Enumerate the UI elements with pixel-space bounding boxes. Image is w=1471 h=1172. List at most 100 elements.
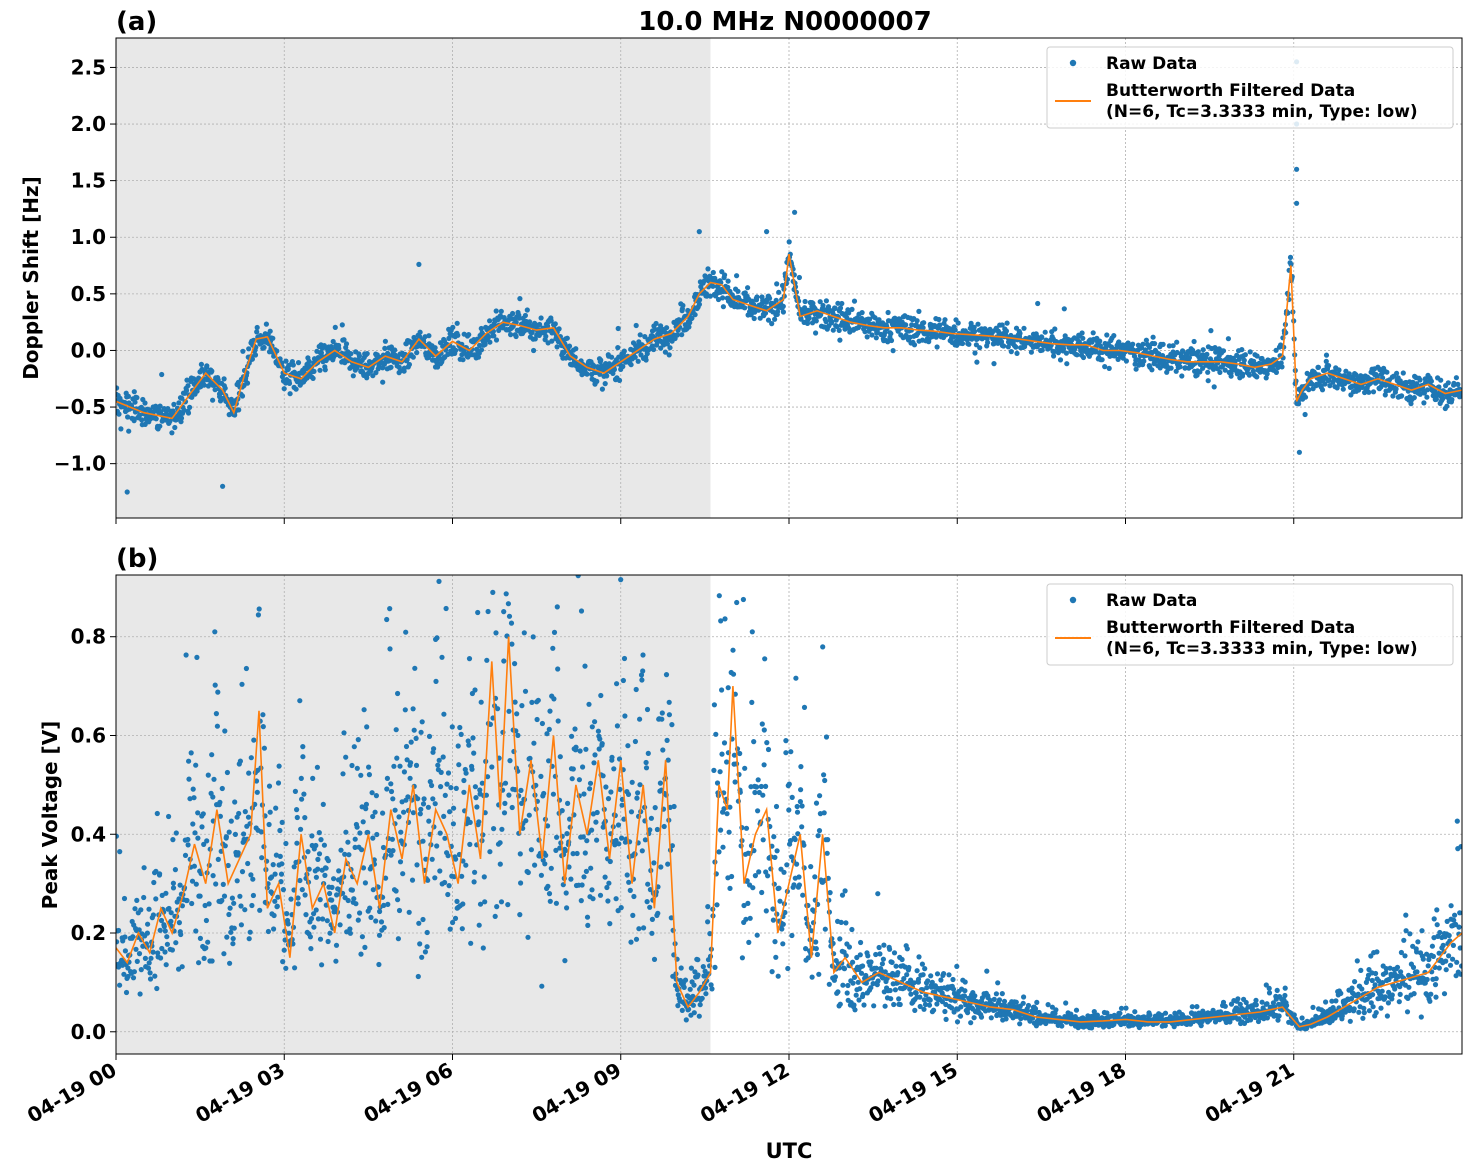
raw-data-point	[566, 864, 572, 870]
raw-data-point	[929, 979, 935, 985]
raw-data-point	[451, 805, 457, 811]
raw-data-point	[903, 322, 909, 328]
raw-data-point	[1162, 1023, 1168, 1029]
panel-a-legend: Raw Data Butterworth Filtered Data (N=6,…	[1046, 46, 1454, 129]
raw-data-point	[392, 807, 398, 813]
raw-data-point	[1394, 370, 1400, 376]
raw-data-point	[971, 1015, 977, 1021]
raw-data-point	[1319, 387, 1326, 393]
raw-data-point	[294, 840, 300, 846]
raw-data-point	[633, 936, 640, 942]
raw-data-point	[392, 347, 398, 353]
raw-data-point	[320, 801, 326, 808]
raw-data-point	[1266, 985, 1272, 992]
raw-data-point	[448, 785, 454, 791]
raw-data-point	[688, 965, 695, 971]
raw-data-point	[912, 1007, 918, 1014]
raw-data-point	[348, 351, 354, 357]
raw-data-point	[501, 609, 507, 615]
raw-data-point	[737, 750, 743, 757]
raw-data-point	[445, 770, 452, 776]
raw-data-point	[793, 675, 799, 681]
raw-data-point	[823, 319, 829, 325]
raw-data-point	[891, 950, 898, 956]
raw-data-point	[629, 779, 635, 785]
raw-data-point	[418, 729, 424, 735]
raw-data-point	[280, 959, 286, 965]
figure-title: 10.0 MHz N0000007	[638, 7, 931, 37]
raw-data-point	[835, 989, 841, 995]
raw-data-point	[502, 800, 508, 807]
raw-data-point	[420, 801, 427, 807]
raw-data-point	[1451, 380, 1457, 386]
raw-data-point	[651, 956, 658, 963]
raw-data-spike-point	[416, 261, 422, 267]
raw-data-point	[373, 370, 379, 376]
raw-data-point	[116, 833, 119, 839]
raw-data-point	[821, 772, 827, 778]
raw-data-point	[1340, 386, 1346, 392]
raw-data-point	[513, 319, 519, 325]
raw-data-point	[1106, 365, 1112, 371]
raw-data-point	[225, 862, 231, 869]
raw-data-point	[776, 885, 782, 891]
raw-data-point	[640, 668, 646, 674]
raw-data-point	[475, 354, 482, 360]
raw-data-point	[297, 877, 303, 884]
raw-data-point	[596, 746, 602, 752]
raw-data-point	[444, 781, 450, 787]
raw-data-point	[243, 665, 249, 672]
raw-data-point	[722, 616, 728, 622]
raw-data-point	[485, 774, 491, 780]
raw-data-point	[306, 866, 312, 872]
raw-data-point	[164, 934, 170, 940]
raw-data-point	[734, 273, 740, 279]
raw-data-point	[740, 596, 747, 603]
raw-data-point	[303, 912, 309, 918]
raw-data-point	[950, 976, 956, 983]
raw-data-point	[553, 900, 560, 906]
raw-data-point	[1326, 377, 1332, 383]
raw-data-point	[1270, 1000, 1276, 1006]
raw-data-point	[808, 864, 814, 870]
raw-data-point	[805, 955, 811, 961]
raw-data-point	[378, 919, 385, 925]
raw-data-point	[704, 293, 710, 299]
raw-data-point	[832, 305, 838, 311]
raw-data-point	[814, 951, 821, 958]
raw-data-point	[242, 809, 248, 815]
raw-data-point	[627, 887, 633, 894]
raw-data-point	[511, 661, 518, 667]
raw-data-point	[936, 316, 942, 323]
raw-data-point	[477, 787, 483, 793]
raw-data-point	[223, 834, 229, 840]
raw-data-point	[278, 879, 284, 885]
raw-data-point	[298, 775, 304, 782]
raw-data-point	[308, 946, 314, 952]
raw-data-point	[594, 378, 600, 384]
raw-data-point	[662, 349, 669, 355]
raw-data-point	[141, 865, 147, 871]
raw-data-point	[647, 827, 653, 833]
raw-data-point	[887, 946, 893, 952]
raw-data-point	[769, 969, 775, 975]
raw-data-point	[922, 966, 928, 972]
raw-data-point	[185, 410, 192, 416]
raw-data-point	[665, 757, 671, 763]
raw-data-point	[754, 784, 760, 790]
raw-data-point	[702, 968, 708, 974]
raw-data-point	[437, 868, 443, 874]
raw-data-point	[205, 939, 211, 945]
raw-data-point	[908, 991, 914, 997]
raw-data-point	[364, 724, 370, 730]
raw-data-point	[508, 332, 514, 338]
raw-data-point	[429, 782, 435, 789]
raw-data-point	[1141, 358, 1147, 364]
raw-data-point	[269, 874, 275, 880]
raw-data-point	[1432, 389, 1438, 395]
raw-data-point	[730, 647, 736, 653]
raw-data-point	[927, 997, 933, 1003]
raw-data-point	[839, 892, 846, 898]
raw-data-point	[941, 971, 947, 977]
raw-data-point	[939, 990, 945, 996]
